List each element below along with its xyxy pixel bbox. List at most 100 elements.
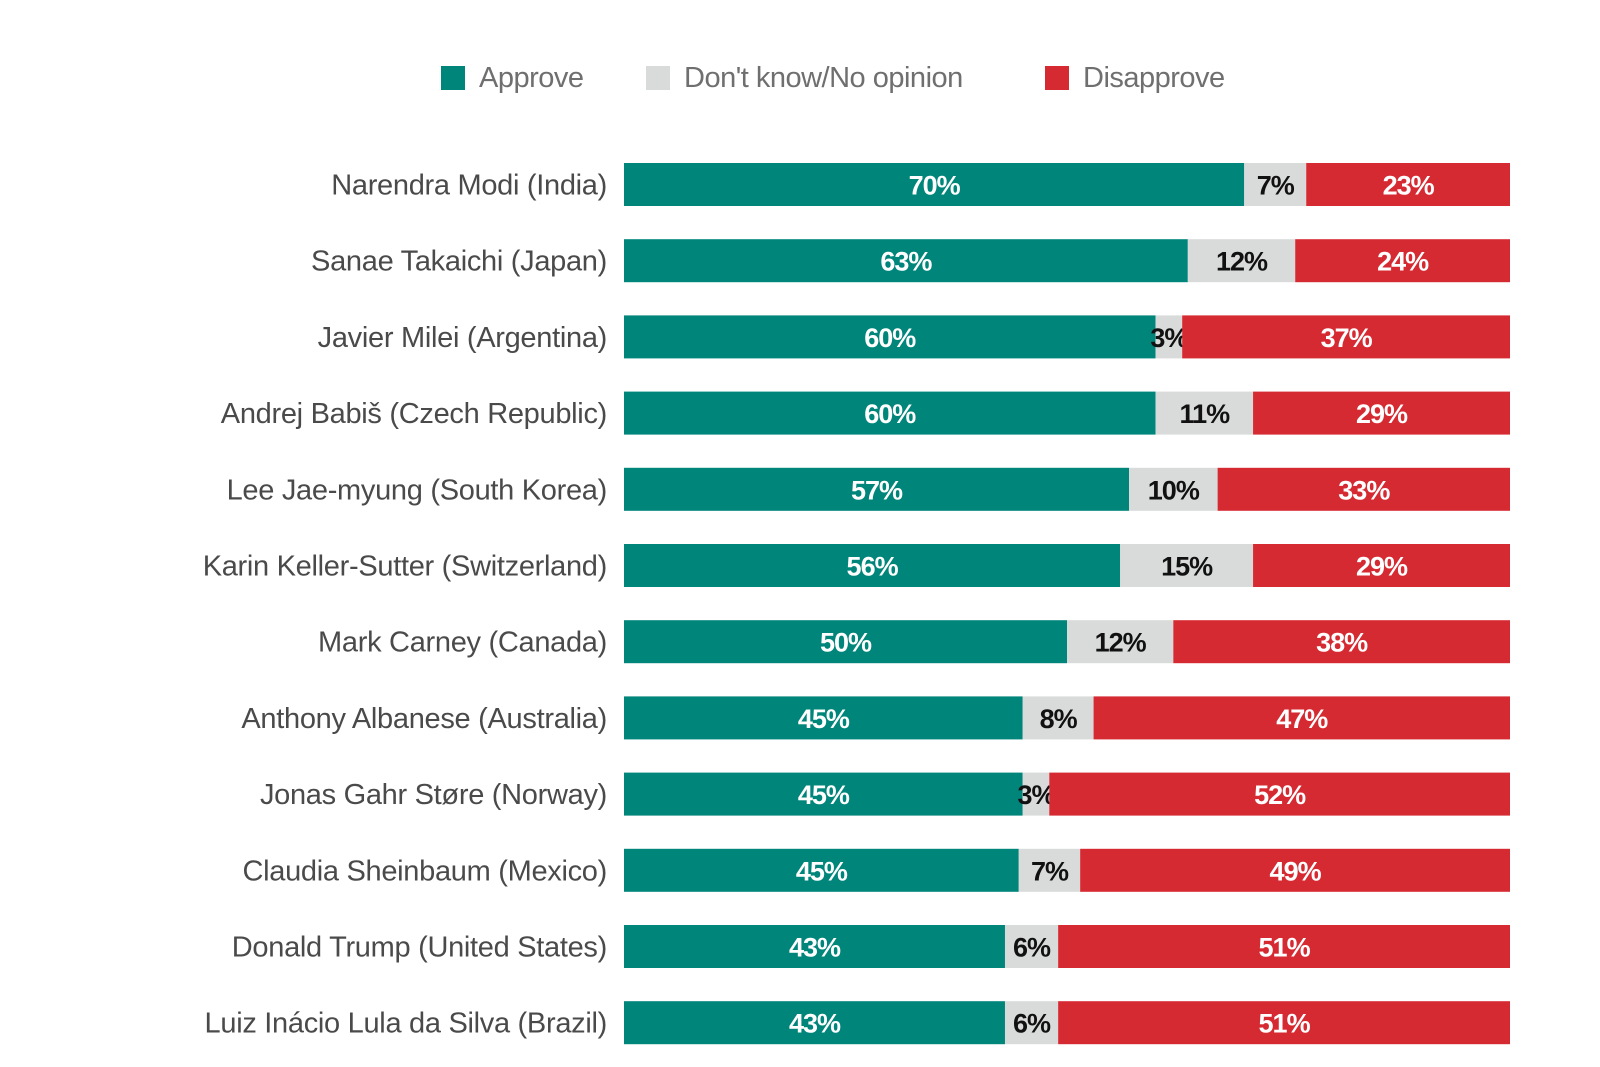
bar-row: Anthony Albanese (Australia) 45% 8% 47%	[241, 696, 1510, 740]
bar-segment-disapprove	[1217, 467, 1510, 511]
bar-segment-approve	[624, 925, 1005, 968]
bar-segment-approve	[624, 772, 1023, 816]
bar-row: Jonas Gahr Støre (Norway) 45% 3% 52%	[260, 772, 1510, 816]
bar-segment-approve	[624, 848, 1019, 892]
data-label: 7%	[1031, 856, 1069, 886]
bar-segment-approve	[624, 315, 1156, 359]
bar-row: Karin Keller-Sutter (Switzerland) 56% 15% 2…	[203, 544, 1510, 587]
data-label: 24%	[1377, 247, 1429, 277]
category-label: Jonas Gahr Støre (Norway)	[260, 779, 607, 811]
bar-row: Donald Trump (United States) 43% 6% 51%	[232, 925, 1510, 968]
bar-segment-approve	[624, 239, 1188, 283]
data-label: 52%	[1254, 780, 1306, 810]
legend-swatch	[1045, 66, 1069, 90]
legend-label: Disapprove	[1083, 61, 1225, 94]
data-label: 29%	[1356, 552, 1408, 582]
bar-row: Lee Jae-myung (South Korea) 57% 10% 33%	[227, 467, 1510, 511]
legend-swatch	[441, 66, 465, 90]
category-label: Lee Jae-myung (South Korea)	[227, 474, 607, 506]
bar-segment-no-opinion	[1244, 163, 1307, 206]
data-label: 45%	[796, 856, 848, 886]
bar-segment-disapprove	[1253, 544, 1510, 587]
bar-segment-disapprove	[1093, 696, 1510, 740]
bar-segment-no-opinion	[1067, 620, 1174, 664]
data-label: 38%	[1316, 628, 1368, 658]
bar-row: Javier Milei (Argentina) 60% 3% 37%	[318, 315, 1510, 359]
bar-segment-no-opinion	[1155, 391, 1254, 435]
bar-segment-disapprove	[1295, 239, 1510, 283]
category-label: Mark Carney (Canada)	[318, 627, 607, 659]
bar-segment-approve	[624, 696, 1023, 740]
data-label: 23%	[1383, 171, 1435, 201]
data-label: 12%	[1216, 247, 1268, 277]
data-label: 51%	[1259, 1009, 1311, 1039]
bar-row: Andrej Babiš (Czech Republic) 60% 11% 29%	[221, 391, 1510, 435]
data-label: 60%	[864, 323, 916, 353]
data-label: 45%	[798, 780, 850, 810]
data-label: 57%	[851, 475, 903, 505]
category-label: Narendra Modi (India)	[331, 170, 607, 202]
bar-segment-approve	[624, 544, 1121, 587]
data-label: 50%	[820, 628, 872, 658]
bar-segment-no-opinion	[1120, 544, 1254, 587]
bar-segment-no-opinion	[1004, 925, 1059, 968]
legend-swatch	[646, 66, 670, 90]
bar-row: Mark Carney (Canada) 50% 12% 38%	[318, 620, 1510, 664]
category-label: Sanae Takaichi (Japan)	[311, 246, 607, 278]
legend-item-don-t-know-no-opinion: Don't know/No opinion	[646, 58, 963, 98]
bar-row: Narendra Modi (India) 70% 7% 23%	[331, 163, 1510, 206]
data-label: 56%	[847, 552, 899, 582]
bar-segment-disapprove	[1173, 620, 1510, 664]
bar-segment-no-opinion	[1022, 772, 1050, 816]
data-label: 29%	[1356, 399, 1408, 429]
bar-segment-approve	[624, 620, 1067, 664]
bar-segment-no-opinion	[1187, 239, 1296, 283]
data-label: 49%	[1270, 856, 1322, 886]
data-label: 37%	[1321, 323, 1373, 353]
bar-segment-disapprove	[1306, 163, 1510, 206]
bar-segment-no-opinion	[1129, 467, 1218, 511]
legend-item-approve: Approve	[441, 58, 584, 98]
bar-segment-no-opinion	[1022, 696, 1094, 740]
bar-row: Claudia Sheinbaum (Mexico) 45% 7% 49%	[242, 848, 1510, 892]
data-label: 51%	[1259, 933, 1311, 963]
data-label: 33%	[1338, 475, 1390, 505]
bar-segment-disapprove	[1058, 925, 1510, 968]
data-label: 7%	[1257, 171, 1295, 201]
data-label: 8%	[1040, 704, 1078, 734]
data-label: 43%	[789, 1009, 841, 1039]
legend-item-disapprove: Disapprove	[1045, 58, 1225, 98]
data-label: 43%	[789, 933, 841, 963]
bar-segment-disapprove	[1049, 772, 1510, 816]
category-label: Javier Milei (Argentina)	[318, 322, 607, 354]
data-label: 6%	[1013, 933, 1051, 963]
data-label: 45%	[798, 704, 850, 734]
data-label: 10%	[1148, 475, 1200, 505]
category-label: Anthony Albanese (Australia)	[241, 703, 607, 735]
data-label: 12%	[1095, 628, 1147, 658]
legend-label: Approve	[479, 61, 584, 94]
bar-segment-no-opinion	[1018, 848, 1081, 892]
legend-label: Don't know/No opinion	[684, 61, 963, 94]
data-label: 63%	[880, 247, 932, 277]
category-label: Claudia Sheinbaum (Mexico)	[242, 855, 607, 887]
bar-segment-approve	[624, 163, 1245, 206]
bar-segment-approve	[624, 391, 1156, 435]
data-label: 6%	[1013, 1009, 1051, 1039]
data-label: 60%	[864, 399, 916, 429]
category-label: Donald Trump (United States)	[232, 932, 607, 964]
data-label: 11%	[1180, 399, 1231, 429]
bar-segment-disapprove	[1058, 1001, 1510, 1045]
category-label: Andrej Babiš (Czech Republic)	[221, 398, 607, 430]
bar-segment-approve	[624, 1001, 1005, 1045]
bar-segment-no-opinion	[1155, 315, 1183, 359]
bar-segment-disapprove	[1080, 848, 1510, 892]
category-label: Luiz Inácio Lula da Silva (Brazil)	[205, 1008, 607, 1040]
category-label: Karin Keller-Sutter (Switzerland)	[203, 551, 607, 583]
bar-row: Luiz Inácio Lula da Silva (Brazil) 43% 6% 5…	[205, 1001, 1510, 1045]
chart-legend: Approve Don't know/No opinion Disapprove	[0, 58, 1600, 98]
data-label: 70%	[909, 171, 961, 201]
bar-segment-disapprove	[1253, 391, 1510, 435]
data-label: 15%	[1161, 552, 1213, 582]
bar-segment-no-opinion	[1004, 1001, 1059, 1045]
